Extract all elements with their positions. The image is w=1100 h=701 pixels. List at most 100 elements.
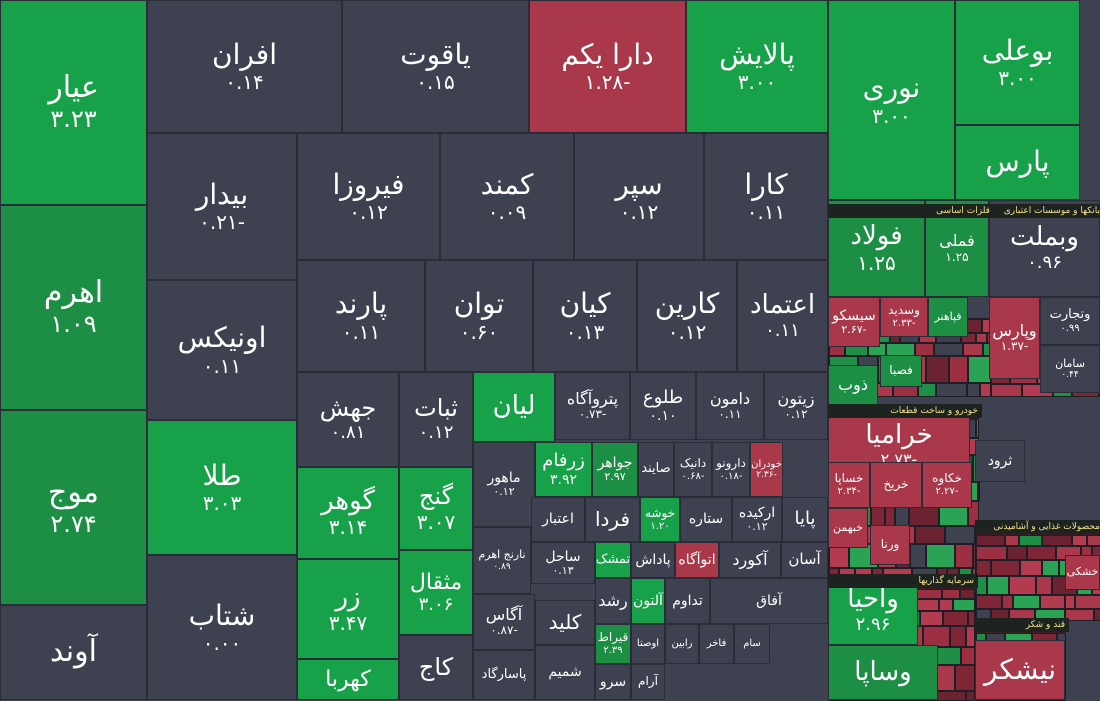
treemap-tile[interactable]: شتاب ۰.۰۰ — [147, 555, 297, 700]
treemap-tile[interactable]: شمیم — [535, 645, 595, 700]
treemap-tile[interactable]: فیروزا ۰.۱۲ — [297, 133, 440, 260]
treemap-tile[interactable]: ورنا — [870, 525, 910, 565]
treemap-tile[interactable]: سپر ۰.۱۲ — [574, 133, 704, 260]
treemap-tile[interactable]: اهرم ۱.۰۹ — [0, 205, 147, 410]
treemap-tile[interactable]: دانیک -۰.۶۸ — [674, 442, 712, 497]
treemap-tile[interactable]: لیان — [473, 372, 555, 442]
treemap-tile[interactable]: نوری ۳.۰۰ — [828, 0, 955, 200]
treemap-tile[interactable]: قیراط ۲.۳۹ — [595, 624, 631, 664]
treemap-tile[interactable]: فپاهنر — [928, 297, 968, 337]
treemap-tile[interactable]: ماهور ۰.۱۲ — [473, 442, 535, 527]
treemap-tile[interactable]: ساحل ۰.۱۳ — [531, 542, 595, 584]
treemap-tile[interactable]: پارس — [955, 125, 1080, 200]
mini-tile — [955, 665, 975, 691]
treemap-tile[interactable]: سامان ۰.۴۴ — [1040, 345, 1100, 393]
treemap-tile[interactable]: رابین — [665, 624, 699, 664]
treemap-tile[interactable]: سرو — [595, 664, 631, 700]
treemap-tile[interactable]: پارند ۰.۱۱ — [297, 260, 425, 372]
treemap-tile[interactable]: سام — [734, 624, 770, 664]
treemap-tile[interactable]: زرفام ۳.۹۲ — [535, 442, 592, 497]
treemap-tile[interactable]: طلا ۳.۰۳ — [147, 420, 297, 555]
treemap-tile[interactable]: خکاوه -۲.۲۷ — [922, 462, 972, 508]
treemap-tile[interactable]: اعتبار — [531, 497, 585, 542]
treemap-tile[interactable]: ثرود — [975, 440, 1025, 482]
treemap-tile[interactable]: وپارس -۱.۳۷ — [989, 297, 1040, 379]
tile-symbol: فولاد — [850, 221, 903, 252]
treemap-tile[interactable]: صایند — [638, 442, 674, 497]
treemap-tile[interactable]: بیدار -۰.۲۱ — [147, 133, 297, 280]
treemap-tile[interactable]: اعتماد ۰.۱۱ — [737, 260, 828, 372]
treemap-tile[interactable]: آکورد — [719, 542, 781, 578]
treemap-tile[interactable]: پالایش ۳.۰۰ — [686, 0, 828, 133]
treemap-tile[interactable]: بوعلی ۳.۰۰ — [955, 0, 1080, 125]
treemap-tile[interactable]: فردا — [585, 497, 640, 542]
treemap-tile[interactable]: پایا — [782, 497, 828, 542]
treemap-tile[interactable]: طلوع ۰.۱۰ — [630, 372, 696, 440]
treemap-tile[interactable]: وساپا — [828, 645, 938, 700]
treemap-tile[interactable]: کارین ۰.۱۲ — [637, 260, 737, 372]
treemap-tile[interactable]: خوشه ۱.۲۰ — [640, 497, 680, 542]
treemap-tile[interactable]: کارا ۰.۱۱ — [704, 133, 828, 260]
treemap-tile[interactable]: گنج ۳.۰۷ — [399, 467, 473, 550]
treemap-tile[interactable]: ثبات ۰.۱۲ — [399, 372, 473, 467]
mini-tile — [945, 526, 975, 544]
treemap-tile[interactable]: جهش ۰.۸۱ — [297, 372, 399, 467]
treemap-tile[interactable]: ارکیده ۰.۱۲ — [732, 497, 782, 542]
treemap-tile[interactable]: آگاس -۰.۸۷ — [473, 594, 535, 650]
treemap-tile[interactable]: تداوم — [665, 578, 710, 624]
treemap-tile[interactable]: زیتون ۰.۱۲ — [764, 372, 828, 440]
treemap-tile[interactable]: خودران -۲.۳۶ — [750, 442, 783, 497]
tile-change: ۰.۴۴ — [1061, 370, 1079, 381]
treemap-tile[interactable]: وسدید -۲.۳۳ — [880, 297, 928, 337]
treemap-tile[interactable]: آلتون — [631, 578, 665, 624]
treemap-tile[interactable]: موج ۲.۷۴ — [0, 410, 147, 605]
treemap-tile[interactable]: اوصتا — [631, 624, 665, 664]
mini-tile — [1065, 609, 1094, 621]
treemap-tile[interactable]: رشد — [595, 578, 631, 624]
treemap-tile[interactable]: اونیکس ۰.۱۱ — [147, 280, 297, 420]
treemap-tile[interactable]: کلید — [535, 600, 595, 645]
treemap-tile[interactable]: نیشکر — [975, 640, 1065, 700]
tile-symbol: پاداش — [635, 551, 671, 568]
treemap-tile[interactable]: خساپا -۲.۳۴ — [828, 462, 870, 508]
treemap-tile[interactable]: جواهر ۲.۹۷ — [592, 442, 638, 497]
tile-symbol: پایا — [794, 508, 816, 530]
treemap-tile[interactable]: زر ۳.۴۷ — [297, 559, 399, 659]
treemap-tile[interactable]: دارا یکم -۱.۲۸ — [529, 0, 686, 133]
treemap-tile[interactable]: ستاره — [680, 497, 732, 542]
treemap-tile[interactable]: فصبا — [880, 355, 922, 387]
treemap-tile[interactable]: نارنج اهرم ۰.۸۹ — [473, 527, 531, 594]
treemap-tile[interactable]: کمند ۰.۰۹ — [440, 133, 574, 260]
treemap-tile[interactable]: پتروآگاه -۰.۷۳ — [555, 372, 630, 440]
treemap-tile[interactable]: یاقوت ۰.۱۵ — [342, 0, 529, 133]
treemap-tile[interactable]: افران ۰.۱۴ — [147, 0, 342, 133]
treemap-tile[interactable]: پاداش — [631, 542, 675, 578]
treemap-tile[interactable]: دارونو -۰.۱۸ — [712, 442, 750, 497]
treemap-tile[interactable]: پاسارگاد — [473, 650, 535, 700]
mini-tile — [918, 383, 936, 397]
treemap-tile[interactable]: کیان ۰.۱۳ — [533, 260, 637, 372]
treemap-tile[interactable]: آسان — [781, 542, 828, 578]
tile-symbol: فملی — [939, 231, 975, 251]
treemap-tile[interactable]: آفاق — [710, 578, 828, 624]
treemap-tile[interactable]: خریخ — [870, 462, 922, 508]
tile-symbol: بیدار — [195, 177, 249, 211]
treemap-tile[interactable]: مثقال ۳.۰۶ — [399, 550, 473, 635]
treemap-tile[interactable]: عیار ۳.۲۳ — [0, 0, 147, 205]
treemap-tile[interactable]: اتوآگاه — [675, 542, 719, 578]
treemap-tile[interactable]: ذوب — [828, 365, 878, 405]
treemap-tile[interactable]: وتجارت ۰.۹۹ — [1040, 297, 1100, 345]
treemap-tile[interactable]: آرام — [631, 664, 665, 700]
treemap-tile[interactable]: تمشک — [595, 542, 631, 578]
treemap-tile[interactable]: خبهمن — [828, 508, 868, 548]
treemap-tile[interactable]: فاخر — [699, 624, 734, 664]
treemap-tile[interactable]: توان ۰.۶۰ — [425, 260, 533, 372]
mini-tile — [976, 595, 1002, 609]
treemap-tile[interactable]: کهربا — [297, 659, 399, 700]
treemap-tile[interactable]: دامون ۰.۱۱ — [696, 372, 764, 440]
treemap-tile[interactable]: آوند — [0, 605, 147, 700]
treemap-tile[interactable]: خشکی — [1065, 555, 1100, 590]
treemap-tile[interactable]: سیسکو -۲.۶۷ — [828, 297, 880, 347]
treemap-tile[interactable]: کاج — [399, 635, 473, 700]
treemap-tile[interactable]: گوهر ۳.۱۴ — [297, 467, 399, 559]
